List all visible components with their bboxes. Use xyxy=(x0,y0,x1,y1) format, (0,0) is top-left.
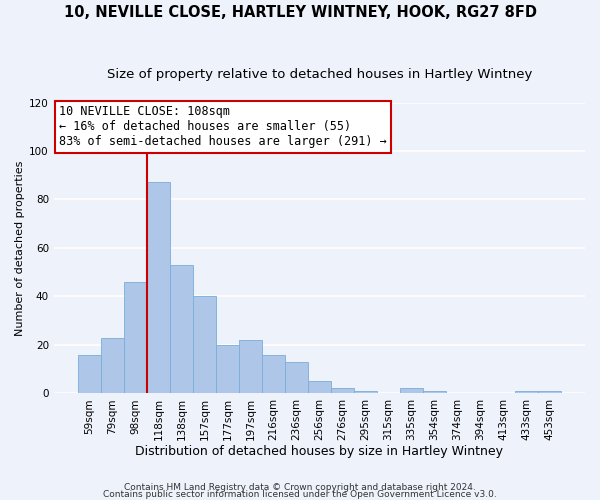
Text: 10, NEVILLE CLOSE, HARTLEY WINTNEY, HOOK, RG27 8FD: 10, NEVILLE CLOSE, HARTLEY WINTNEY, HOOK… xyxy=(64,5,536,20)
Bar xyxy=(147,182,170,394)
X-axis label: Distribution of detached houses by size in Hartley Wintney: Distribution of detached houses by size … xyxy=(136,444,503,458)
Bar xyxy=(538,391,561,394)
Bar xyxy=(216,345,239,394)
Bar xyxy=(239,340,262,394)
Text: Contains public sector information licensed under the Open Government Licence v3: Contains public sector information licen… xyxy=(103,490,497,499)
Bar xyxy=(78,354,101,394)
Bar xyxy=(400,388,423,394)
Bar xyxy=(515,391,538,394)
Bar xyxy=(101,338,124,394)
Title: Size of property relative to detached houses in Hartley Wintney: Size of property relative to detached ho… xyxy=(107,68,532,80)
Bar xyxy=(170,265,193,394)
Bar xyxy=(124,282,147,394)
Bar xyxy=(354,391,377,394)
Bar xyxy=(285,362,308,394)
Bar xyxy=(193,296,216,394)
Bar xyxy=(262,354,285,394)
Text: 10 NEVILLE CLOSE: 108sqm
← 16% of detached houses are smaller (55)
83% of semi-d: 10 NEVILLE CLOSE: 108sqm ← 16% of detach… xyxy=(59,106,387,148)
Text: Contains HM Land Registry data © Crown copyright and database right 2024.: Contains HM Land Registry data © Crown c… xyxy=(124,484,476,492)
Bar xyxy=(331,388,354,394)
Y-axis label: Number of detached properties: Number of detached properties xyxy=(15,160,25,336)
Bar xyxy=(308,381,331,394)
Bar xyxy=(423,391,446,394)
